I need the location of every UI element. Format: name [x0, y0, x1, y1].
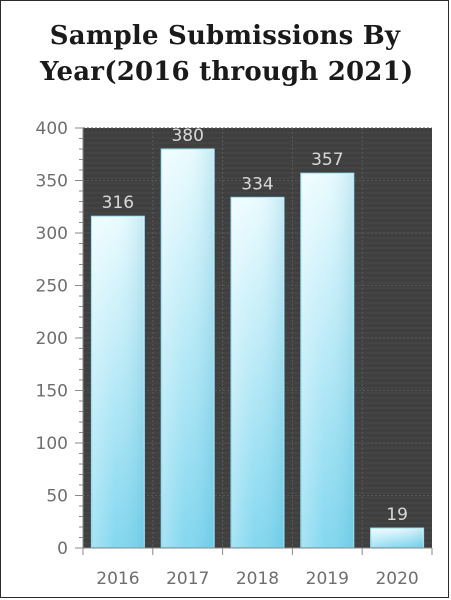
bar-sheen-2019: [301, 174, 353, 547]
bar-sheen-2016: [92, 217, 144, 547]
data-label-2016: 316: [102, 193, 134, 213]
y-tick-label-150: 150: [36, 382, 68, 402]
x-tick-label-2017: 2017: [166, 569, 209, 589]
y-tick-label-350: 350: [36, 172, 68, 192]
x-tick-label-2016: 2016: [96, 569, 139, 589]
bar-sheen-2017: [162, 150, 214, 547]
y-tick-label-100: 100: [36, 434, 68, 454]
chart-title-line-2: Year(2016 through 2021): [40, 57, 414, 87]
bar-sheen-2020: [371, 529, 423, 547]
y-tick-label-400: 400: [36, 119, 68, 139]
y-tick-label-0: 0: [57, 539, 68, 559]
data-label-2019: 357: [311, 150, 343, 170]
bar-sheen-2018: [232, 198, 283, 548]
x-tick-label-2020: 2020: [375, 569, 418, 589]
y-tick-label-50: 50: [46, 487, 68, 507]
data-label-2020: 19: [386, 505, 408, 525]
y-tick-label-200: 200: [36, 329, 68, 349]
x-tick-label-2019: 2019: [306, 569, 349, 589]
x-tick-label-2018: 2018: [236, 569, 279, 589]
data-label-2018: 334: [241, 174, 273, 194]
y-tick-label-300: 300: [36, 224, 68, 244]
chart-title: Sample Submissions By Year(2016 through …: [40, 18, 414, 90]
y-tick-label-250: 250: [36, 277, 68, 297]
chart-title-line-1: Sample Submissions By: [49, 21, 401, 51]
data-label-2017: 380: [171, 126, 203, 146]
